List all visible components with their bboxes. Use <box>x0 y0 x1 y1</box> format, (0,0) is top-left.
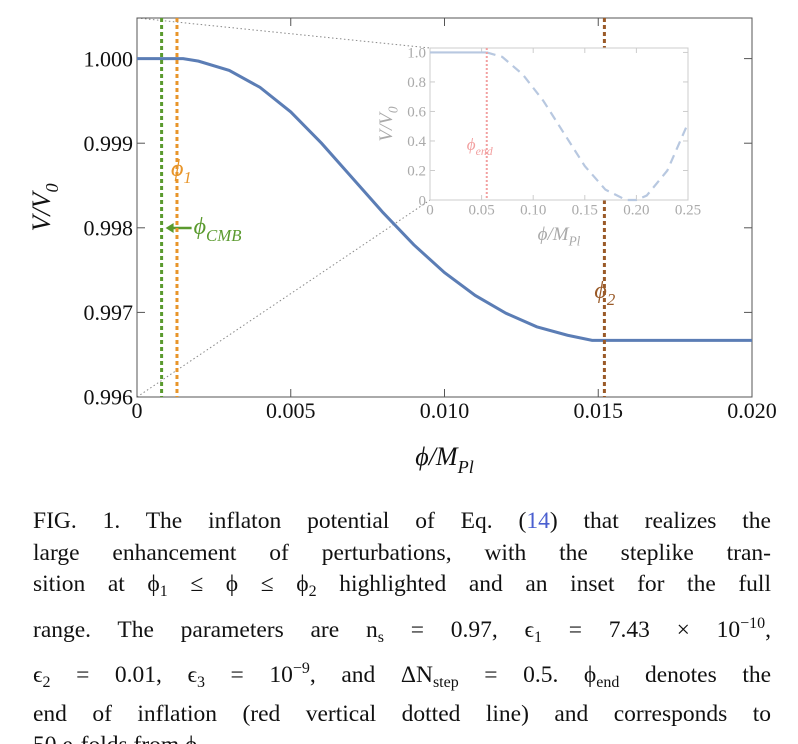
y-tick-label: 0.8 <box>407 75 426 91</box>
y-tick-label: 0.996 <box>84 385 134 410</box>
y-axis-label-main: V/V <box>376 111 397 142</box>
caption-text: sition at ϕ <box>33 571 160 597</box>
caption-text: 2 <box>308 583 317 600</box>
marker-label: ϕCMB <box>194 214 242 245</box>
x-axis-label-main: ϕ/M <box>538 224 570 245</box>
x-tick-label: 0.25 <box>675 202 701 218</box>
x-tick-label: 0.05 <box>468 202 494 218</box>
marker-label-sub: CMB <box>206 226 241 245</box>
caption-text: = 0.5. ϕ <box>458 662 597 688</box>
zoom-line <box>136 17 431 49</box>
caption-text: FIG. 1. The inflaton potential of Eq. ( <box>33 508 527 534</box>
caption-text: = 7.43 × 10 <box>541 616 741 643</box>
caption-text: range. The parameters are n <box>33 616 378 643</box>
x-tick-label: 0 <box>132 398 143 423</box>
caption-text: 1 <box>159 583 168 600</box>
x-tick-label: 0.15 <box>572 202 598 218</box>
caption-text: = 0.97, ϵ <box>383 616 534 643</box>
y-tick-label: 0 <box>419 193 427 209</box>
x-axis-label: ϕ/MPl <box>538 224 581 249</box>
x-tick-label: 0.10 <box>520 202 546 218</box>
caption-line: ϵ2 = 0.01, ϵ3 = 10−9, and ΔNstep = 0.5. … <box>33 653 771 699</box>
y-tick-label: 0.2 <box>407 164 426 180</box>
x-axis-label: ϕ/MPl <box>415 442 474 477</box>
caption-text: = 10 <box>204 662 293 688</box>
marker-label-main: ϕ <box>171 156 183 182</box>
zoom-line <box>136 199 431 398</box>
marker-label-main: ϕ <box>194 214 206 240</box>
plot-frame <box>429 47 689 201</box>
curve <box>486 51 690 202</box>
marker-label-sub: 2 <box>607 290 616 309</box>
x-axis-label-main: ϕ/M <box>415 442 459 471</box>
caption-text: step <box>432 674 459 691</box>
caption-text: 50 e-folds from ϕ <box>33 732 197 744</box>
caption-line: sition at ϕ1 ≤ ϕ ≤ ϕ2 highlighted and an… <box>33 569 771 608</box>
caption-text[interactable]: 14 <box>526 508 550 534</box>
caption-text: −9 <box>292 660 310 677</box>
marker-label-sub: 1 <box>183 168 191 187</box>
caption-text: denotes the <box>619 662 772 688</box>
x-tick-label: 0.20 <box>623 202 649 218</box>
caption-text: −10 <box>740 614 766 632</box>
caption: FIG. 1. The inflaton potential of Eq. (1… <box>33 506 771 744</box>
y-tick-label: 0.998 <box>84 216 134 241</box>
caption-text: = 0.01, ϵ <box>50 662 197 688</box>
marker-label: ϕ2 <box>594 278 615 309</box>
x-axis-label-sub: Pl <box>457 457 474 477</box>
caption-line: end of inflation (red vertical dotted li… <box>33 699 771 731</box>
caption-text: highlighted and an inset for the full <box>316 571 771 597</box>
caption-text: s <box>377 628 384 646</box>
marker-label-main: ϕ <box>594 278 606 304</box>
caption-line: range. The parameters are ns = 0.97, ϵ1 … <box>33 608 771 654</box>
y-axis-label-sub: 0 <box>386 106 401 113</box>
marker-label-main: ϕ <box>467 135 476 154</box>
y-tick-label: 1.000 <box>84 46 134 71</box>
y-axis-label: V/V0 <box>27 183 62 231</box>
caption-text: . <box>233 732 239 744</box>
x-tick-label: 0 <box>426 202 434 218</box>
marker-label: ϕend <box>467 135 493 158</box>
inset-background <box>430 48 688 200</box>
y-axis-label-main: V/V <box>27 189 56 231</box>
caption-line: 50 e-folds from ϕCMB. <box>33 730 771 744</box>
y-tick-label: 1.0 <box>407 46 426 62</box>
caption-text: 2 <box>42 674 51 691</box>
marker-label-sub: end <box>476 144 493 158</box>
x-axis-label-sub: Pl <box>568 234 581 249</box>
caption-line: FIG. 1. The inflaton potential of Eq. (1… <box>33 506 771 538</box>
y-tick-label: 0.4 <box>407 134 426 150</box>
caption-text: 1 <box>533 628 542 646</box>
y-tick-label: 0.6 <box>407 105 426 121</box>
y-tick-label: 0.997 <box>84 300 134 325</box>
y-axis-label-sub: 0 <box>42 183 62 192</box>
x-tick-label: 0.020 <box>727 398 777 423</box>
caption-line: large enhancement of perturbations, with… <box>33 538 771 570</box>
y-axis-label: V/V0 <box>376 106 401 142</box>
caption-text: , and ΔN <box>309 662 433 688</box>
caption-text: end <box>596 674 620 691</box>
caption-text: ≤ ϕ ≤ ϕ <box>167 571 309 597</box>
caption-text: ) that realizes the <box>549 508 771 534</box>
y-tick-label: 0.999 <box>84 131 134 156</box>
caption-text: end of inflation (red vertical dotted li… <box>33 700 771 727</box>
figure: 0 0.005 0.010 0.015 0.020 0.996 0.997 0.998 0.99… <box>27 17 777 477</box>
x-tick-label: 0.015 <box>574 398 624 423</box>
caption-text: ϵ <box>33 662 43 688</box>
marker-label: ϕ1 <box>171 156 192 187</box>
arrow-head <box>165 223 174 233</box>
caption-text: large enhancement of perturbations, with… <box>33 539 771 566</box>
x-tick-label: 0.010 <box>420 398 470 423</box>
x-tick-label: 0.005 <box>266 398 316 423</box>
caption-text: , <box>765 616 772 643</box>
caption-text: 3 <box>196 674 205 691</box>
curve <box>137 57 752 342</box>
